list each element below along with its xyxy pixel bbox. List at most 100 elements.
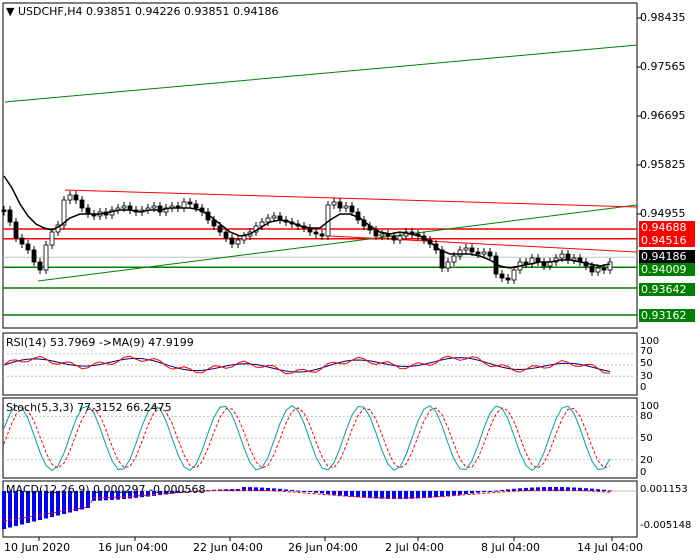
macd-histogram-bar [8, 491, 12, 528]
candle-body [241, 235, 247, 241]
candle-body [379, 233, 385, 237]
upper-channel-line [4, 44, 638, 103]
candle-body [319, 233, 325, 237]
macd-histogram-bar [74, 491, 78, 511]
macd-histogram-bar [116, 491, 120, 500]
macd-histogram-bar [62, 491, 66, 514]
candle-body [523, 261, 529, 265]
collapse-arrow-icon[interactable]: ▼ [6, 5, 15, 18]
time-axis-label: 26 Jun 04:00 [288, 541, 358, 554]
rsi-axis-label: 100 [640, 336, 660, 347]
candle-body [445, 261, 451, 269]
candle-body [163, 207, 169, 213]
time-axis-label: 16 Jun 04:00 [98, 541, 168, 554]
time-axis-label: 8 Jul 04:00 [481, 541, 540, 554]
macd-histogram-bar [548, 487, 552, 491]
macd-signal-line [3, 489, 611, 522]
price-tag-support-2: 0.93642 [639, 283, 695, 296]
macd-histogram-bar [26, 491, 30, 523]
macd-header: MACD(12,26,9) 0.000297 -0.000568 [6, 483, 206, 496]
stoch-axis-label: 50 [640, 433, 653, 444]
candle-body [85, 207, 91, 215]
macd-histogram-bar [398, 491, 402, 499]
macd-histogram-bar [14, 491, 18, 526]
candle-body [601, 267, 607, 271]
macd-histogram-bar [32, 491, 36, 522]
macd-histogram-bar [146, 491, 150, 497]
price-tag-current: 0.94186 [639, 250, 695, 263]
macd-histogram-bar [380, 491, 384, 499]
stoch-axis-label: 20 [640, 455, 653, 466]
rsi-axis-label: 70 [640, 346, 653, 357]
stoch-signal-line [3, 407, 611, 469]
candle-body [349, 205, 355, 213]
macd-histogram-bar [272, 488, 276, 491]
macd-histogram-bar [470, 491, 474, 494]
macd-histogram-bar [416, 491, 420, 499]
macd-histogram-bar [194, 491, 198, 492]
macd-histogram-bar [2, 491, 6, 529]
candle-body [223, 231, 229, 239]
macd-histogram-bar [248, 487, 252, 491]
candle-body [79, 199, 85, 209]
candle-body [595, 267, 601, 273]
macd-histogram-bar [482, 491, 486, 492]
rsi-axis-label: 50 [640, 358, 653, 369]
macd-histogram-bar [584, 488, 588, 491]
candle-body [25, 243, 31, 251]
macd-histogram-bar [572, 487, 576, 491]
candle-body [565, 253, 571, 261]
macd-histogram-bar [542, 487, 546, 491]
candle-body [13, 221, 19, 239]
macd-histogram-bar [566, 487, 570, 491]
main-pane-frame [2, 2, 638, 329]
moving-average-line [3, 175, 611, 269]
macd-histogram-bar [176, 491, 180, 494]
macd-histogram-bar [68, 491, 72, 513]
candle-body [511, 269, 517, 281]
candle-body [217, 225, 223, 233]
macd-axis-label: 0.001153 [640, 484, 688, 495]
macd-histogram-bar [338, 491, 342, 496]
macd-histogram-bar [392, 491, 396, 499]
macd-histogram-bar [524, 487, 528, 491]
candle-body [121, 205, 127, 209]
descending-resistance-line [64, 189, 638, 208]
macd-histogram-bar [428, 491, 432, 498]
stoch-axis-label: 100 [640, 401, 660, 412]
candle-body [499, 273, 505, 279]
macd-histogram-bar [134, 491, 138, 498]
candle-body [505, 277, 511, 281]
price-tag-support-3: 0.93162 [639, 309, 695, 322]
macd-histogram-bar [98, 491, 102, 501]
macd-histogram-bar [410, 491, 414, 499]
candle-body [469, 247, 475, 253]
macd-histogram-bar [374, 491, 378, 499]
macd-histogram-bar [254, 487, 258, 491]
candle-body [451, 255, 457, 263]
macd-histogram-bar [290, 490, 294, 492]
macd-histogram-bar [494, 490, 498, 492]
macd-histogram-bar [500, 489, 504, 491]
price-tag-support-1: 0.94009 [639, 263, 695, 276]
candle-body [151, 205, 157, 209]
time-axis-label: 14 Jul 04:00 [577, 541, 643, 554]
macd-histogram-bar [518, 488, 522, 491]
stoch-axis-label: 0 [640, 467, 647, 478]
macd-histogram-bar [560, 487, 564, 491]
macd-histogram-bar [242, 487, 246, 491]
macd-histogram-bar [554, 487, 558, 491]
macd-histogram-bar [56, 491, 60, 516]
candle-body [571, 257, 577, 261]
candle-body [337, 201, 343, 209]
macd-histogram-bar [368, 491, 372, 499]
candle-body [61, 199, 67, 226]
macd-histogram-bar [152, 491, 156, 496]
macd-histogram-bar [260, 487, 264, 491]
price-axis-label: 0.98435 [640, 11, 686, 24]
price-axis-label: 0.97565 [640, 60, 686, 73]
macd-histogram-bar [602, 489, 606, 491]
macd-histogram-bar [530, 487, 534, 491]
candle-body [31, 249, 37, 263]
